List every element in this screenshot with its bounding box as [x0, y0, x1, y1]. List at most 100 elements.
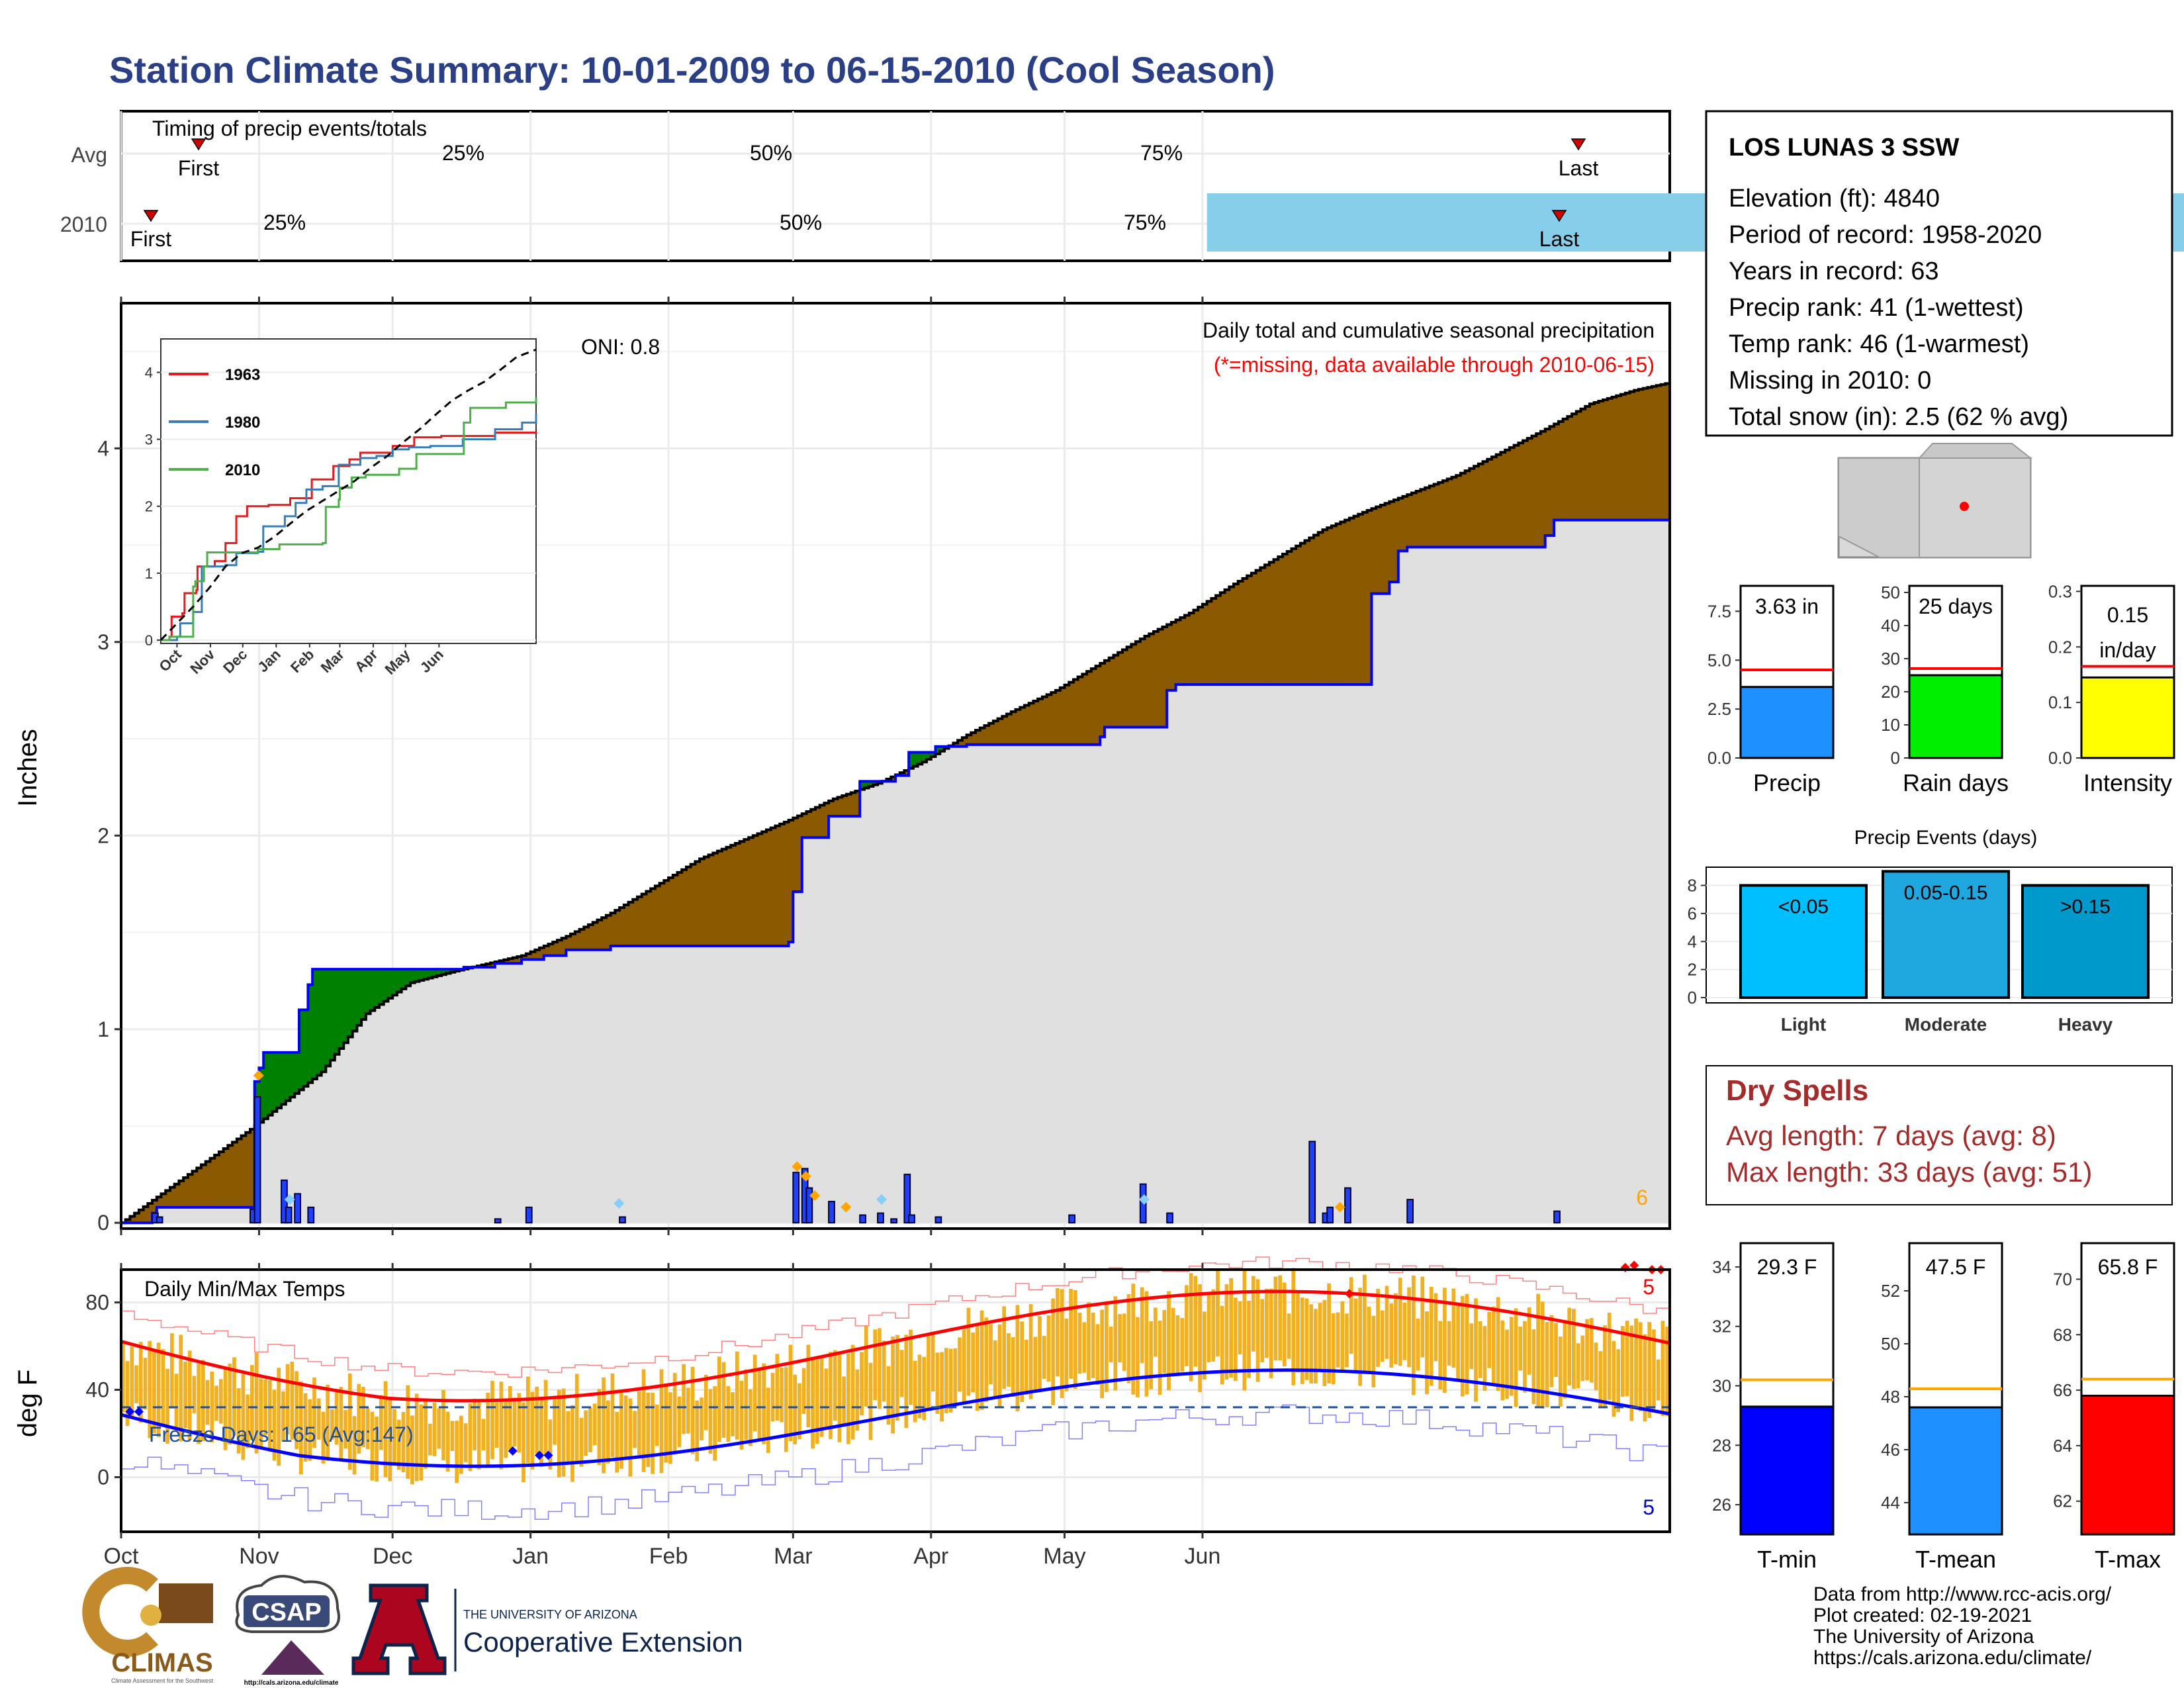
- daily-temp-bar: [1291, 1268, 1296, 1385]
- daily-temp-bar: [1443, 1288, 1447, 1393]
- timing-quantile-label: 25%: [263, 211, 306, 234]
- temp-record-marker: [543, 1450, 553, 1460]
- daily-temp-bar: [602, 1377, 606, 1474]
- events-y-tick-label: 8: [1688, 876, 1697, 896]
- daily-temp-bar: [530, 1391, 535, 1470]
- daily-temp-bar: [1438, 1321, 1443, 1389]
- precip-panel: 0 1 2 3 4 Inches ONI: 0.8 Daily total and cu…: [13, 297, 1671, 1235]
- precip-y-tick-label: 0: [97, 1211, 109, 1235]
- precip-event-marker: [809, 1190, 821, 1201]
- daily-temp-bar: [539, 1398, 543, 1468]
- daily-temp-bar: [1625, 1321, 1629, 1397]
- daily-temp-bar: [1509, 1317, 1514, 1396]
- summary-bar-tick-label: 40: [1881, 616, 1900, 635]
- daily-temp-bar: [169, 1333, 174, 1409]
- summary-bar-tick-label: 2.5: [1707, 699, 1731, 719]
- daily-temp-bar: [236, 1388, 241, 1454]
- temp-record-marker: [125, 1407, 135, 1417]
- daily-temp-bar: [246, 1394, 250, 1448]
- credit-line-4: https://cals.arizona.edu/climate/: [1813, 1647, 2092, 1669]
- station-info-line: Precip rank: 41 (1-wettest): [1729, 294, 2024, 322]
- temp-summary-value: 47.5 F: [1926, 1255, 1986, 1279]
- daily-temp-bar: [1407, 1287, 1411, 1368]
- csap-mountain: [261, 1640, 324, 1675]
- daily-temp-bar: [944, 1348, 948, 1413]
- dry-spells-avg: Avg length: 7 days (avg: 8): [1726, 1120, 2056, 1151]
- last-event-marker: [1570, 138, 1586, 151]
- daily-temp-bar: [486, 1392, 490, 1467]
- daily-temp-bar: [695, 1400, 700, 1462]
- temp-y-tick-label: 0: [97, 1466, 109, 1489]
- daily-temp-bar: [1420, 1276, 1425, 1358]
- map-arizona: [1838, 457, 1920, 558]
- daily-temp-bar: [948, 1348, 953, 1413]
- temp-summary-bar: [1739, 1405, 1835, 1536]
- daily-temp-bar: [842, 1376, 846, 1427]
- daily-temp-bar: [815, 1360, 819, 1444]
- daily-temp-bar: [1105, 1302, 1109, 1392]
- daily-temp-bar: [1603, 1325, 1607, 1409]
- daily-temp-bar: [1056, 1288, 1060, 1377]
- daily-temp-bar: [1126, 1294, 1131, 1383]
- events-bar-label: <0.05: [1778, 896, 1829, 918]
- daily-temp-bar: [455, 1421, 459, 1483]
- daily-temp-bar: [1367, 1307, 1371, 1374]
- daily-temp-bar: [682, 1364, 686, 1434]
- temp-summary-tick-label: 32: [1712, 1317, 1731, 1336]
- temp-summary-tick-label: 28: [1712, 1435, 1731, 1455]
- daily-temp-bar: [1394, 1293, 1398, 1364]
- daily-temp-bar: [1358, 1288, 1363, 1386]
- daily-temp-bar: [1193, 1276, 1198, 1367]
- daily-temp-bar: [285, 1364, 290, 1435]
- daily-temp-bar: [1363, 1274, 1367, 1372]
- daily-temp-bar: [588, 1407, 592, 1452]
- temp-summary-title: T-mean: [1915, 1546, 1996, 1573]
- daily-precip-bar: [859, 1214, 866, 1224]
- daily-temp-bar: [525, 1376, 530, 1464]
- daily-temp-bar: [1051, 1298, 1056, 1405]
- daily-temp-bar: [334, 1392, 339, 1445]
- daily-temp-bar: [837, 1354, 842, 1442]
- daily-temp-bar: [1283, 1282, 1287, 1367]
- credit-line-2: Plot created: 02-19-2021: [1813, 1605, 2032, 1626]
- temp-x-tick-label: Oct: [104, 1544, 139, 1569]
- precip-y-tick-label: 3: [97, 630, 109, 654]
- daily-temp-bar: [1158, 1321, 1162, 1395]
- station-info-line: Total snow (in): 2.5 (62 % avg): [1729, 403, 2068, 431]
- daily-temp-bar: [1585, 1319, 1589, 1381]
- daily-temp-bar: [850, 1344, 855, 1440]
- summary-bar-tick-label: 20: [1881, 682, 1900, 702]
- summary-bar: [1908, 674, 2003, 759]
- temp-count-top: 5: [1643, 1275, 1655, 1299]
- inset-y-tick-label: 4: [145, 365, 153, 381]
- daily-temp-bar: [651, 1392, 655, 1474]
- daily-temp-bar: [218, 1379, 223, 1424]
- daily-temp-bar: [1385, 1286, 1389, 1359]
- daily-precip-bar: [1308, 1141, 1316, 1224]
- daily-temp-bar: [512, 1397, 517, 1447]
- daily-temp-bar: [1015, 1305, 1020, 1412]
- daily-temp-bar: [686, 1387, 690, 1434]
- climas-block: [159, 1583, 213, 1623]
- daily-temp-bar: [899, 1350, 904, 1397]
- daily-temp-bar: [535, 1386, 539, 1454]
- record-max-line: [121, 1256, 1670, 1378]
- daily-temp-bar: [721, 1362, 726, 1438]
- daily-temp-bar: [375, 1416, 379, 1482]
- daily-temp-bar: [557, 1389, 561, 1477]
- climas-swirl: [82, 1567, 158, 1657]
- daily-temp-bar: [267, 1380, 272, 1452]
- temp-x-tick-label: May: [1043, 1544, 1085, 1569]
- daily-temp-bar: [143, 1358, 148, 1410]
- inset-series-1963: [161, 431, 537, 641]
- last-event-marker: [1551, 210, 1567, 222]
- events-x-label: Heavy: [2058, 1014, 2113, 1035]
- temp-summary-title: T-max: [2095, 1546, 2161, 1573]
- daily-temp-bar: [517, 1393, 522, 1453]
- temp-summary-tick-label: 48: [1881, 1387, 1900, 1407]
- daily-temp-bar: [463, 1423, 468, 1462]
- daily-temp-bar: [1198, 1284, 1202, 1392]
- precip-event-marker: [284, 1194, 295, 1205]
- daily-temp-bar: [1487, 1311, 1492, 1368]
- daily-temp-bar: [784, 1367, 788, 1452]
